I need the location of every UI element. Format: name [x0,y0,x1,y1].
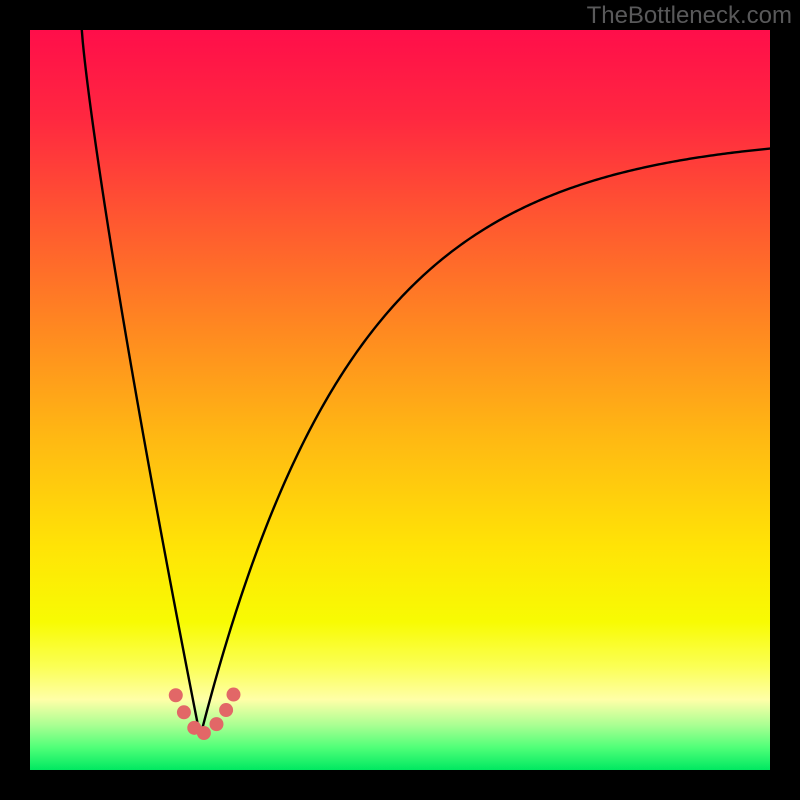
marker-point [177,705,191,719]
marker-point [169,688,183,702]
marker-point [209,717,223,731]
chart-plot [30,30,770,770]
watermark-text: TheBottleneck.com [587,2,792,30]
marker-point [197,726,211,740]
chart-background [30,30,770,770]
marker-point [219,703,233,717]
marker-point [227,688,241,702]
chart-frame: TheBottleneck.com [0,0,800,800]
